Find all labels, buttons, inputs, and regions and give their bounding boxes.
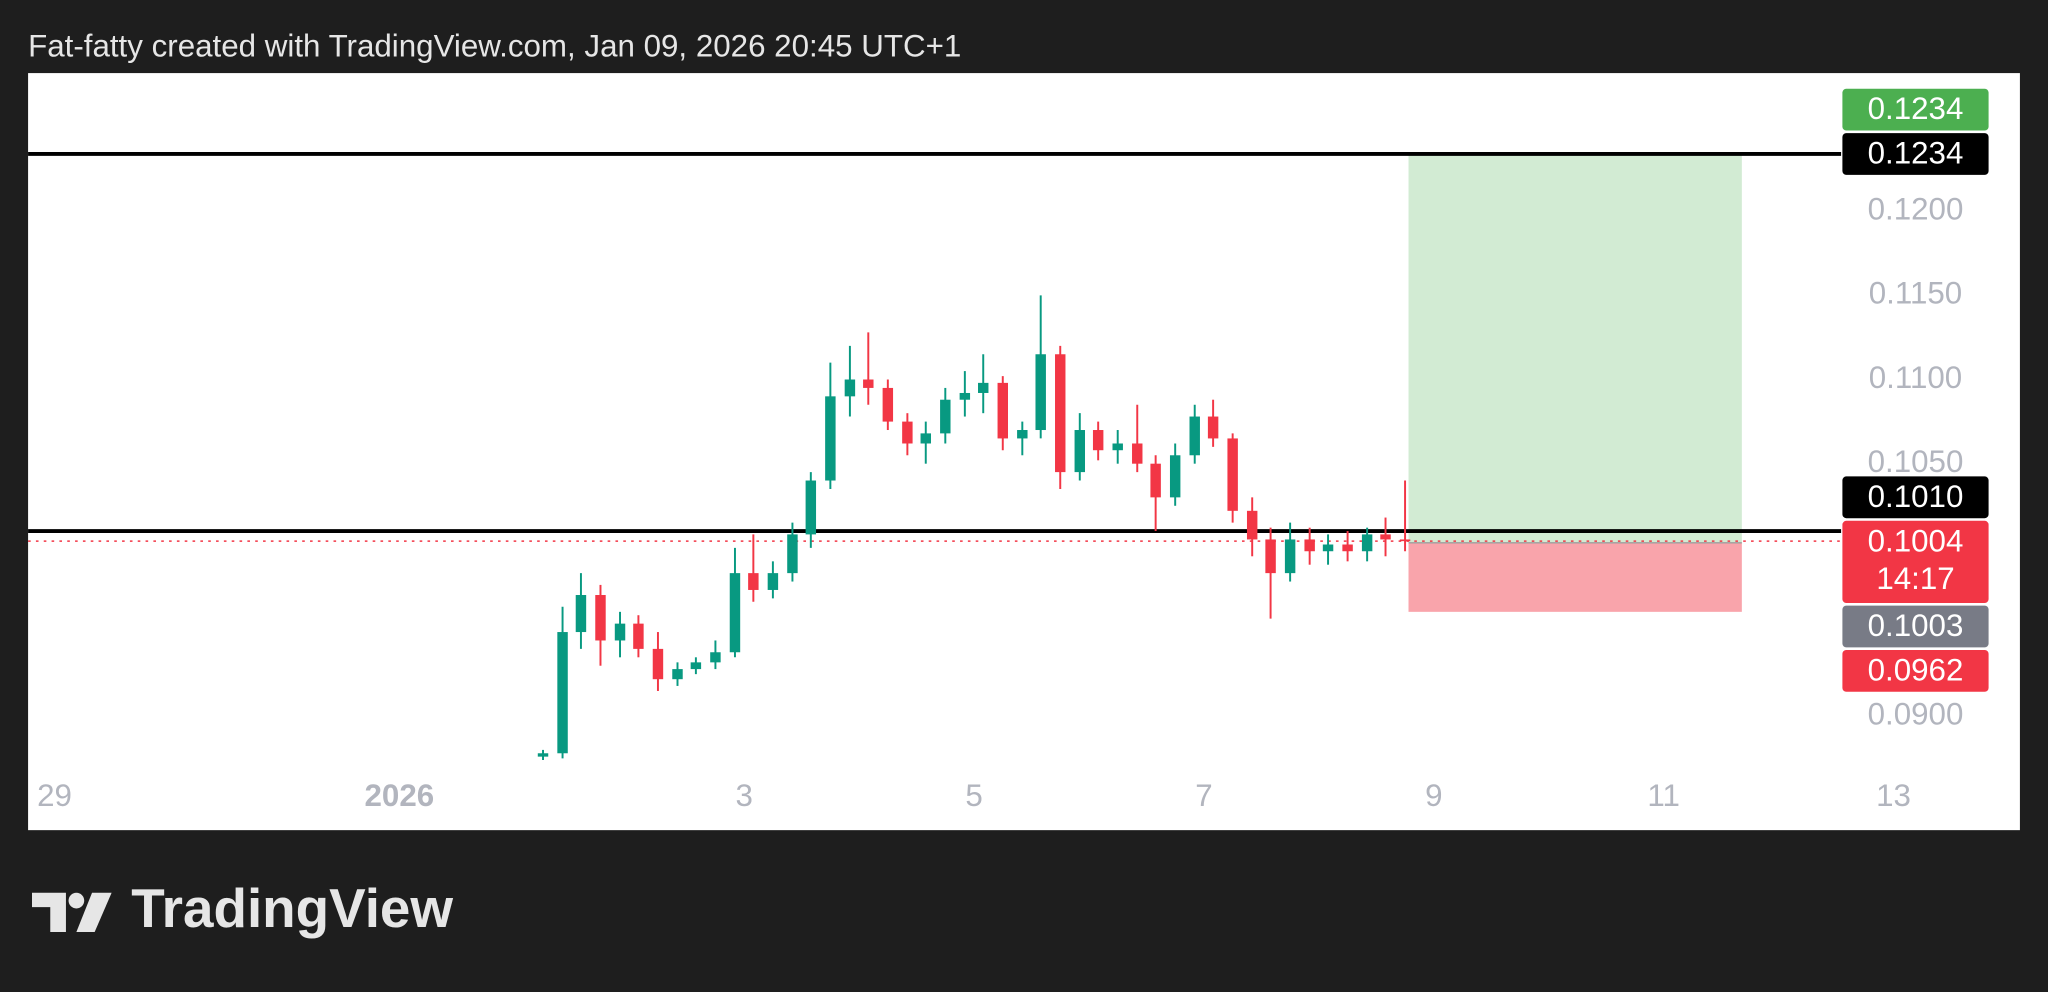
candle-body xyxy=(805,480,817,535)
candle-body xyxy=(1246,510,1258,540)
profit-zone xyxy=(1408,153,1742,543)
candle-body xyxy=(1304,539,1315,552)
candle-body xyxy=(557,632,568,754)
candle-body xyxy=(1399,539,1411,542)
candle-body xyxy=(633,623,644,649)
candle-body xyxy=(1342,544,1353,552)
candle-body xyxy=(537,753,549,757)
header: Fat-fatty created with TradingView.com, … xyxy=(28,29,961,64)
candle-body xyxy=(940,399,951,434)
candle-body xyxy=(1074,430,1086,473)
price-label-bg xyxy=(1842,88,1989,131)
candle-body xyxy=(690,662,702,670)
price-label: 0.1010 xyxy=(1868,479,1964,514)
candle-body xyxy=(1265,539,1276,574)
candle-body xyxy=(997,382,1008,439)
x-tick-label: 11 xyxy=(1647,778,1680,813)
brand: TradingView xyxy=(131,877,453,939)
candle-body xyxy=(1112,443,1123,451)
candle-body xyxy=(1035,354,1046,431)
price-label-bg xyxy=(1842,605,1989,648)
x-tick-label: 9 xyxy=(1425,778,1442,813)
candle-body xyxy=(1322,544,1334,552)
price-label: 0.1004 xyxy=(1868,523,1964,558)
y-tick-label: 0.0900 xyxy=(1868,697,1964,732)
price-label-bg xyxy=(1842,476,1989,519)
price-label-bg xyxy=(1842,520,1989,604)
candle-body xyxy=(652,648,664,680)
candle-body xyxy=(863,379,874,388)
candle-body xyxy=(1017,430,1028,439)
candle-body xyxy=(844,379,856,397)
y-tick-label: 0.1150 xyxy=(1869,276,1962,311)
candle-body xyxy=(1150,463,1161,498)
candle-body xyxy=(672,669,683,680)
candle-body xyxy=(1132,443,1143,464)
candle-body xyxy=(595,595,606,641)
chart-panel xyxy=(28,73,2020,831)
candle-body xyxy=(1207,416,1219,439)
candle-body xyxy=(1380,534,1391,540)
x-tick-label: 3 xyxy=(735,778,752,813)
price-label-bg xyxy=(1842,133,1989,175)
candle-body xyxy=(882,387,894,422)
candle-body xyxy=(959,392,971,400)
candle-body xyxy=(1092,430,1104,451)
candle-body xyxy=(1361,534,1373,552)
candle-body xyxy=(729,573,741,653)
candle-body xyxy=(787,534,798,574)
candle-body xyxy=(902,421,913,444)
candle-body xyxy=(1227,438,1238,511)
price-label: 0.1003 xyxy=(1868,608,1964,643)
candle-body xyxy=(825,396,836,481)
y-tick-label: 0.1050 xyxy=(1868,444,1964,479)
candle-body xyxy=(1284,539,1296,574)
x-tick-label: 29 xyxy=(37,778,72,813)
x-tick-label: 2026 xyxy=(365,778,435,813)
price-label-bg xyxy=(1842,650,1989,692)
countdown: 14:17 xyxy=(1876,561,1954,596)
loss-zone xyxy=(1408,542,1742,612)
price-label: 0.0962 xyxy=(1868,652,1964,687)
candle-body xyxy=(920,433,931,444)
candle-body xyxy=(978,382,989,393)
x-tick-label: 13 xyxy=(1876,778,1911,813)
y-tick-label: 0.1200 xyxy=(1868,191,1964,226)
logo-icon xyxy=(32,892,112,932)
y-tick-label: 0.1100 xyxy=(1869,360,1962,395)
candle-body xyxy=(575,595,587,633)
candle-body xyxy=(767,573,779,590)
price-label: 0.1234 xyxy=(1868,136,1964,171)
candle-body xyxy=(1055,354,1066,473)
candle-body xyxy=(1189,416,1200,456)
x-tick-label: 5 xyxy=(965,778,982,813)
price-label: 0.1234 xyxy=(1868,91,1964,126)
candle-body xyxy=(710,652,721,663)
candle-body xyxy=(1169,455,1181,498)
x-tick-label: 7 xyxy=(1195,778,1212,813)
candle-body xyxy=(614,623,626,641)
candle-body xyxy=(748,573,759,590)
